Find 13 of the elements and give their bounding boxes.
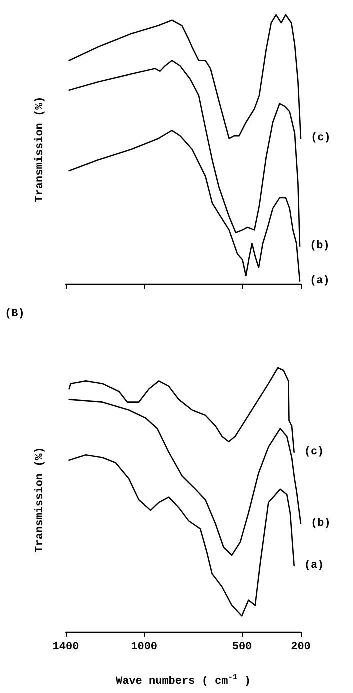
x-tick-label: 200 [291,642,311,654]
y-axis-title: Transmission (%) [34,447,46,553]
series-label: (a) [310,275,330,288]
chart-title: (B) [5,308,25,320]
series-label: (b) [310,240,330,252]
series-label: (c) [311,132,331,145]
series-label: (b) [311,518,331,530]
series-label: (a) [304,560,324,572]
x-tick-label: 1000 [131,642,158,654]
series-label: (c) [304,446,324,458]
x-tick-label: 500 [232,642,252,654]
x-tick-label: 1400 [52,642,80,654]
y-axis-title: Transmission (%) [34,96,46,202]
